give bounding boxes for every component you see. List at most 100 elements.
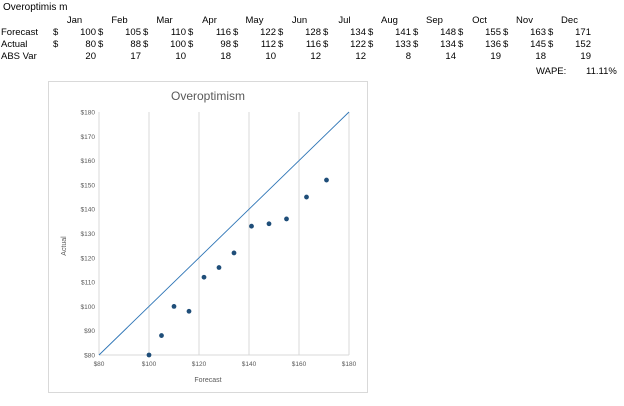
y-tick-label: $120 [81, 255, 96, 262]
table-cell: 145 [530, 39, 546, 50]
table-row: Forecast $100 $105 $110 $116 $122 $128 $134 $141… [0, 27, 592, 39]
table-cell: 122 [260, 27, 276, 38]
table-cell: 80 [85, 39, 96, 50]
month-header-row: Jan Feb Mar Apr May Jun Jul Aug Sep Oct Nov Dec [0, 15, 592, 27]
data-point [159, 333, 164, 338]
table-cell: 133 [395, 39, 411, 50]
y-tick-label: $90 [84, 328, 95, 335]
data-point [201, 274, 207, 280]
month-header: Apr [202, 15, 217, 26]
x-tick-label: $100 [142, 361, 157, 368]
table-cell: 14 [445, 51, 456, 62]
currency-symbol: $ [458, 39, 464, 50]
data-point [146, 352, 152, 358]
table-cell: 152 [575, 39, 591, 50]
y-tick-label: $80 [84, 353, 95, 360]
row-label: Actual [1, 39, 28, 50]
y-tick-label: $150 [81, 182, 96, 189]
y-tick-label: $140 [81, 207, 96, 214]
table-cell: 141 [395, 27, 411, 38]
row-label: ABS Var [1, 51, 37, 62]
currency-symbol [502, 51, 512, 63]
currency-symbol: $ [53, 39, 59, 50]
data-point [171, 304, 177, 309]
table-cell: 136 [485, 39, 501, 50]
table-cell: 171 [575, 27, 591, 38]
currency-symbol: $ [188, 39, 194, 50]
currency-symbol: $ [233, 27, 239, 38]
currency-symbol [52, 51, 62, 63]
currency-symbol: $ [413, 27, 419, 38]
table-cell: 18 [220, 51, 231, 62]
currency-symbol: $ [143, 27, 149, 38]
scatter-chart: Overoptimism $80 $100 $120 $140 $160 $180 $80 $… [48, 81, 368, 393]
table-cell: 105 [125, 27, 141, 38]
currency-symbol: $ [188, 27, 194, 38]
y-tick-label: $100 [81, 304, 96, 311]
currency-symbol: $ [143, 39, 149, 50]
x-tick-label: $180 [342, 361, 357, 368]
table-cell: 100 [170, 39, 186, 50]
table-cell: 18 [535, 51, 546, 62]
month-header: Jan [66, 15, 83, 26]
currency-symbol [277, 51, 287, 63]
data-point [304, 194, 309, 200]
table-row: ABS Var 20 17 10 18 10 12 12 8 14 19 18 19 [0, 51, 592, 63]
currency-symbol: $ [503, 27, 509, 38]
chart-canvas: Overoptimism $80 $100 $120 $140 $160 $180 $80 $… [61, 89, 357, 384]
currency-symbol [232, 51, 242, 63]
currency-symbol: $ [548, 27, 554, 38]
y-tick-label: $180 [81, 110, 96, 117]
chart-title: Overoptimism [171, 89, 245, 103]
y-tick-label: $130 [81, 231, 96, 238]
table-cell: 88 [130, 39, 141, 50]
data-point [266, 221, 272, 227]
currency-symbol [97, 51, 107, 63]
month-header: Feb [111, 15, 128, 26]
currency-symbol: $ [368, 27, 374, 38]
y-tick-label: $170 [81, 134, 96, 141]
currency-symbol [322, 51, 332, 63]
data-point [324, 177, 329, 183]
x-tick-label: $120 [192, 361, 207, 368]
table-cell: 134 [440, 39, 456, 50]
sheet-title: Overoptimis m [3, 2, 68, 13]
currency-symbol [547, 51, 557, 63]
table-cell: 19 [580, 51, 591, 62]
table-cell: 98 [220, 39, 231, 50]
table-cell: 155 [485, 27, 501, 38]
y-tick-label: $160 [81, 158, 96, 165]
month-header: Jul [338, 15, 351, 26]
wape-label: WAPE: [536, 66, 567, 77]
currency-symbol [367, 51, 377, 63]
y-tick-label: $110 [81, 280, 95, 287]
currency-symbol: $ [323, 27, 329, 38]
month-header: Mar [156, 15, 173, 26]
table-cell: 128 [305, 27, 321, 38]
month-header: Oct [472, 15, 487, 26]
currency-symbol [457, 51, 467, 63]
table-cell: 12 [355, 51, 366, 62]
table-cell: 17 [130, 51, 141, 62]
currency-symbol: $ [368, 39, 374, 50]
row-label: Forecast [1, 27, 38, 38]
table-cell: 163 [530, 27, 546, 38]
table-cell: 8 [405, 51, 411, 62]
data-point [249, 223, 254, 229]
currency-symbol: $ [503, 39, 509, 50]
x-tick-label: $140 [242, 361, 257, 368]
currency-symbol: $ [458, 27, 464, 38]
data-table: Jan Feb Mar Apr May Jun Jul Aug Sep Oct Nov Dec Fore… [0, 15, 592, 63]
table-cell: 100 [80, 27, 96, 38]
data-point [216, 265, 222, 270]
currency-symbol: $ [233, 39, 239, 50]
currency-symbol [412, 51, 422, 63]
month-header: Jun [291, 15, 308, 26]
month-header: May [245, 15, 264, 26]
month-header: Sep [426, 15, 443, 26]
table-cell: 148 [440, 27, 456, 38]
x-tick-label: $160 [292, 361, 307, 368]
currency-symbol: $ [323, 39, 329, 50]
table-row: Actual $80 $88 $100 $98 $112 $116 $122 $133 $134 $… [0, 39, 592, 51]
currency-symbol: $ [278, 27, 284, 38]
